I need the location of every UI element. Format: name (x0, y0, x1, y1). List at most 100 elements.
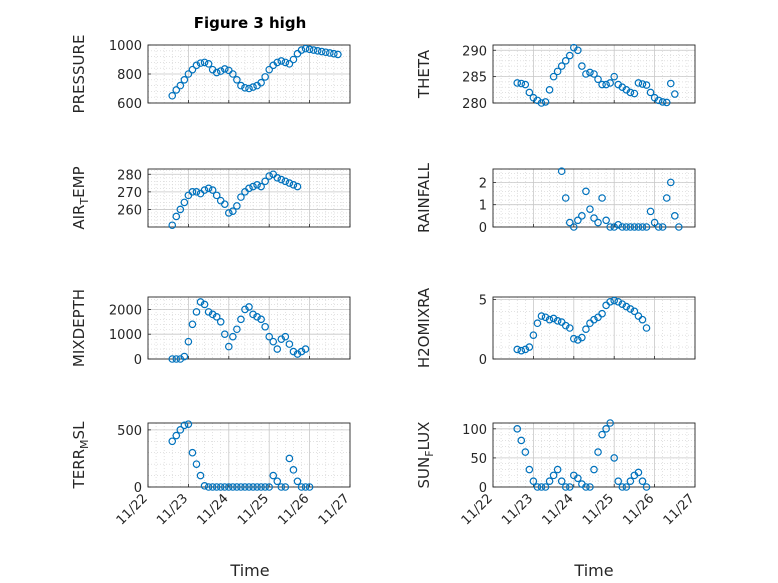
data-point (188, 188, 197, 196)
data-point (569, 334, 578, 343)
data-point (521, 80, 530, 89)
data-point (188, 320, 197, 329)
data-point (253, 313, 261, 321)
data-point (249, 83, 257, 91)
data-point (638, 477, 647, 485)
figure-title: Figure 3 high (194, 14, 307, 32)
plot-area (493, 169, 695, 227)
data-point (578, 62, 586, 70)
data-point (614, 220, 623, 229)
data-point (541, 98, 550, 106)
y-tick-label: 50 (470, 452, 487, 467)
y-tick-label: 0 (479, 353, 487, 368)
data-point (630, 223, 639, 231)
data-point (626, 305, 635, 313)
data-point (200, 482, 209, 490)
y-tick-label: 0 (134, 481, 142, 496)
data-point (525, 343, 534, 351)
data-point (654, 223, 663, 231)
data-point (590, 465, 598, 474)
data-point (269, 471, 278, 480)
data-point (537, 483, 546, 491)
data-point (253, 483, 261, 491)
data-point (602, 425, 610, 433)
data-point (650, 218, 659, 227)
y-tick-label: 100 (462, 423, 487, 438)
data-point (590, 70, 598, 78)
y-tick-label: 280 (462, 97, 487, 112)
data-point (168, 91, 177, 100)
data-point (297, 46, 306, 54)
data-point (180, 76, 189, 84)
data-point (208, 310, 217, 319)
y-tick-label: 1000 (109, 328, 142, 343)
data-point (626, 477, 635, 485)
data-point (196, 59, 205, 67)
data-point (265, 483, 274, 491)
y-tick-label: 0 (479, 221, 487, 236)
data-point (638, 223, 647, 231)
data-point (172, 431, 181, 440)
y-tick-label: 0 (479, 481, 487, 496)
data-point (220, 65, 229, 73)
data-point (618, 300, 627, 308)
data-point (610, 454, 619, 462)
y-tick-label: 270 (117, 186, 142, 201)
data-point (305, 45, 314, 54)
data-point (598, 309, 606, 318)
x-tick-label: 11/22 (459, 491, 496, 528)
data-point (233, 202, 241, 210)
data-point (549, 314, 558, 323)
data-point (257, 78, 265, 87)
data-point (638, 315, 647, 324)
data-point (513, 345, 522, 354)
data-point (561, 194, 570, 202)
y-axis-label: PRESSURE (70, 35, 88, 114)
subplot: 0 1000 2000 MIXDEPTH (70, 289, 351, 368)
data-point (245, 84, 253, 93)
data-point (212, 483, 221, 491)
data-point (654, 96, 663, 105)
y-axis-label: RAINFALL (415, 162, 433, 233)
subplot: 0 50 100 11/22 11/23 11/24 11/25 11/26 11/27 SUNF… (415, 419, 698, 528)
data-point (225, 483, 233, 491)
y-axis-label: SUNFLUX (415, 422, 436, 489)
data-point (301, 44, 310, 53)
subplot: 600 800 1000 PRESSURE (70, 35, 351, 114)
data-point (293, 182, 302, 191)
data-point (658, 223, 667, 231)
data-point (626, 88, 635, 97)
data-point (192, 61, 201, 70)
data-point (285, 60, 294, 68)
data-point (245, 184, 253, 193)
data-point (208, 186, 217, 194)
data-point (529, 477, 538, 485)
data-point (606, 297, 614, 306)
x-tick-label: 11/27 (661, 491, 698, 528)
data-point (606, 419, 614, 427)
data-point (261, 177, 269, 186)
data-point (634, 79, 643, 87)
data-point (261, 483, 269, 491)
data-point (261, 322, 269, 331)
data-point (549, 471, 558, 480)
data-point (168, 221, 177, 230)
data-point (253, 181, 261, 189)
data-point (241, 305, 249, 314)
data-point (549, 72, 558, 81)
y-tick-label: 290 (462, 44, 487, 59)
data-point (204, 308, 213, 316)
data-point (176, 205, 185, 214)
data-point (610, 72, 619, 81)
data-point (184, 337, 193, 346)
data-point (249, 182, 257, 191)
data-point (180, 198, 189, 207)
data-point (602, 80, 610, 89)
data-point (172, 355, 181, 363)
data-point (200, 186, 209, 194)
data-point (642, 81, 651, 89)
data-point (281, 58, 290, 67)
data-point (529, 331, 538, 339)
